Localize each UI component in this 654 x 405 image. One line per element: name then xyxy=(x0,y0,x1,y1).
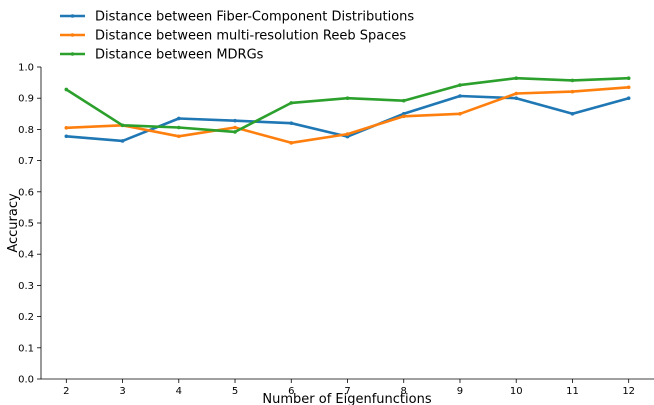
x-tick-label: 10 xyxy=(510,386,523,397)
data-point xyxy=(120,123,125,128)
data-point xyxy=(289,141,294,145)
data-point xyxy=(233,130,237,134)
data-point xyxy=(64,87,69,92)
data-point xyxy=(458,94,462,98)
data-point xyxy=(401,112,406,116)
x-tick-label: 7 xyxy=(344,386,350,397)
y-tick-label: 0.4 xyxy=(18,250,34,261)
x-tick-label: 6 xyxy=(288,386,294,397)
x-ticks: 2 3 4 5 6 7 8 9 10 11 12 xyxy=(63,379,635,397)
data-point xyxy=(570,78,575,83)
legend-label: Distance between multi-resolution Reeb S… xyxy=(95,29,406,44)
data-point xyxy=(233,125,237,130)
x-tick-label: 8 xyxy=(401,386,407,397)
data-point xyxy=(626,85,631,90)
x-axis-label: Number of Eigenfunctions xyxy=(262,392,431,405)
y-tick-label: 1.0 xyxy=(18,63,34,74)
data-point xyxy=(176,134,181,139)
data-point xyxy=(514,91,519,96)
x-tick-label: 3 xyxy=(119,386,125,397)
data-point xyxy=(458,83,462,87)
x-tick-label: 4 xyxy=(176,386,182,397)
data-point xyxy=(289,121,294,125)
data-point xyxy=(514,76,519,81)
data-point xyxy=(289,101,294,105)
y-tick-label: 0.3 xyxy=(18,281,34,292)
y-axis-label: Accuracy xyxy=(6,193,21,253)
data-point xyxy=(120,139,125,143)
legend-label: Distance between MDRGs xyxy=(95,48,264,63)
legend-label: Distance between Fiber-Component Distrib… xyxy=(95,10,414,25)
data-point xyxy=(570,89,575,94)
y-tick-label: 0.9 xyxy=(18,94,34,105)
legend-marker xyxy=(70,52,75,56)
data-point xyxy=(233,118,237,123)
x-tick-label: 2 xyxy=(63,386,69,397)
data-point xyxy=(401,114,406,119)
data-point xyxy=(176,125,181,130)
series-lines xyxy=(64,76,631,145)
data-point xyxy=(176,116,181,121)
data-point xyxy=(458,112,462,116)
x-tick-label: 9 xyxy=(457,386,463,397)
legend-marker xyxy=(70,33,75,37)
data-point xyxy=(64,134,69,139)
legend-marker xyxy=(70,14,75,18)
data-point xyxy=(401,98,406,103)
data-point xyxy=(570,112,575,116)
data-point xyxy=(64,126,69,130)
legend: Distance between Fiber-Component Distrib… xyxy=(60,10,414,63)
data-point xyxy=(626,76,631,81)
y-tick-label: 0.1 xyxy=(18,343,34,354)
data-point xyxy=(345,132,350,136)
x-tick-label: 11 xyxy=(566,386,579,397)
data-point xyxy=(345,96,350,100)
y-tick-label: 0.5 xyxy=(18,219,34,230)
y-ticks: 0.0 0.1 0.2 0.3 0.4 0.5 0.6 0.7 0.8 0.9 1.0 xyxy=(18,63,41,386)
y-tick-label: 0.8 xyxy=(18,125,34,136)
y-tick-label: 0.0 xyxy=(18,375,34,386)
data-point xyxy=(345,134,350,139)
x-tick-label: 12 xyxy=(622,386,635,397)
y-tick-label: 0.2 xyxy=(18,312,34,323)
y-tick-label: 0.7 xyxy=(18,156,34,167)
y-tick-label: 0.6 xyxy=(18,187,34,198)
x-tick-label: 5 xyxy=(232,386,238,397)
data-point xyxy=(626,96,631,100)
axes xyxy=(40,67,654,380)
data-point xyxy=(514,96,519,100)
